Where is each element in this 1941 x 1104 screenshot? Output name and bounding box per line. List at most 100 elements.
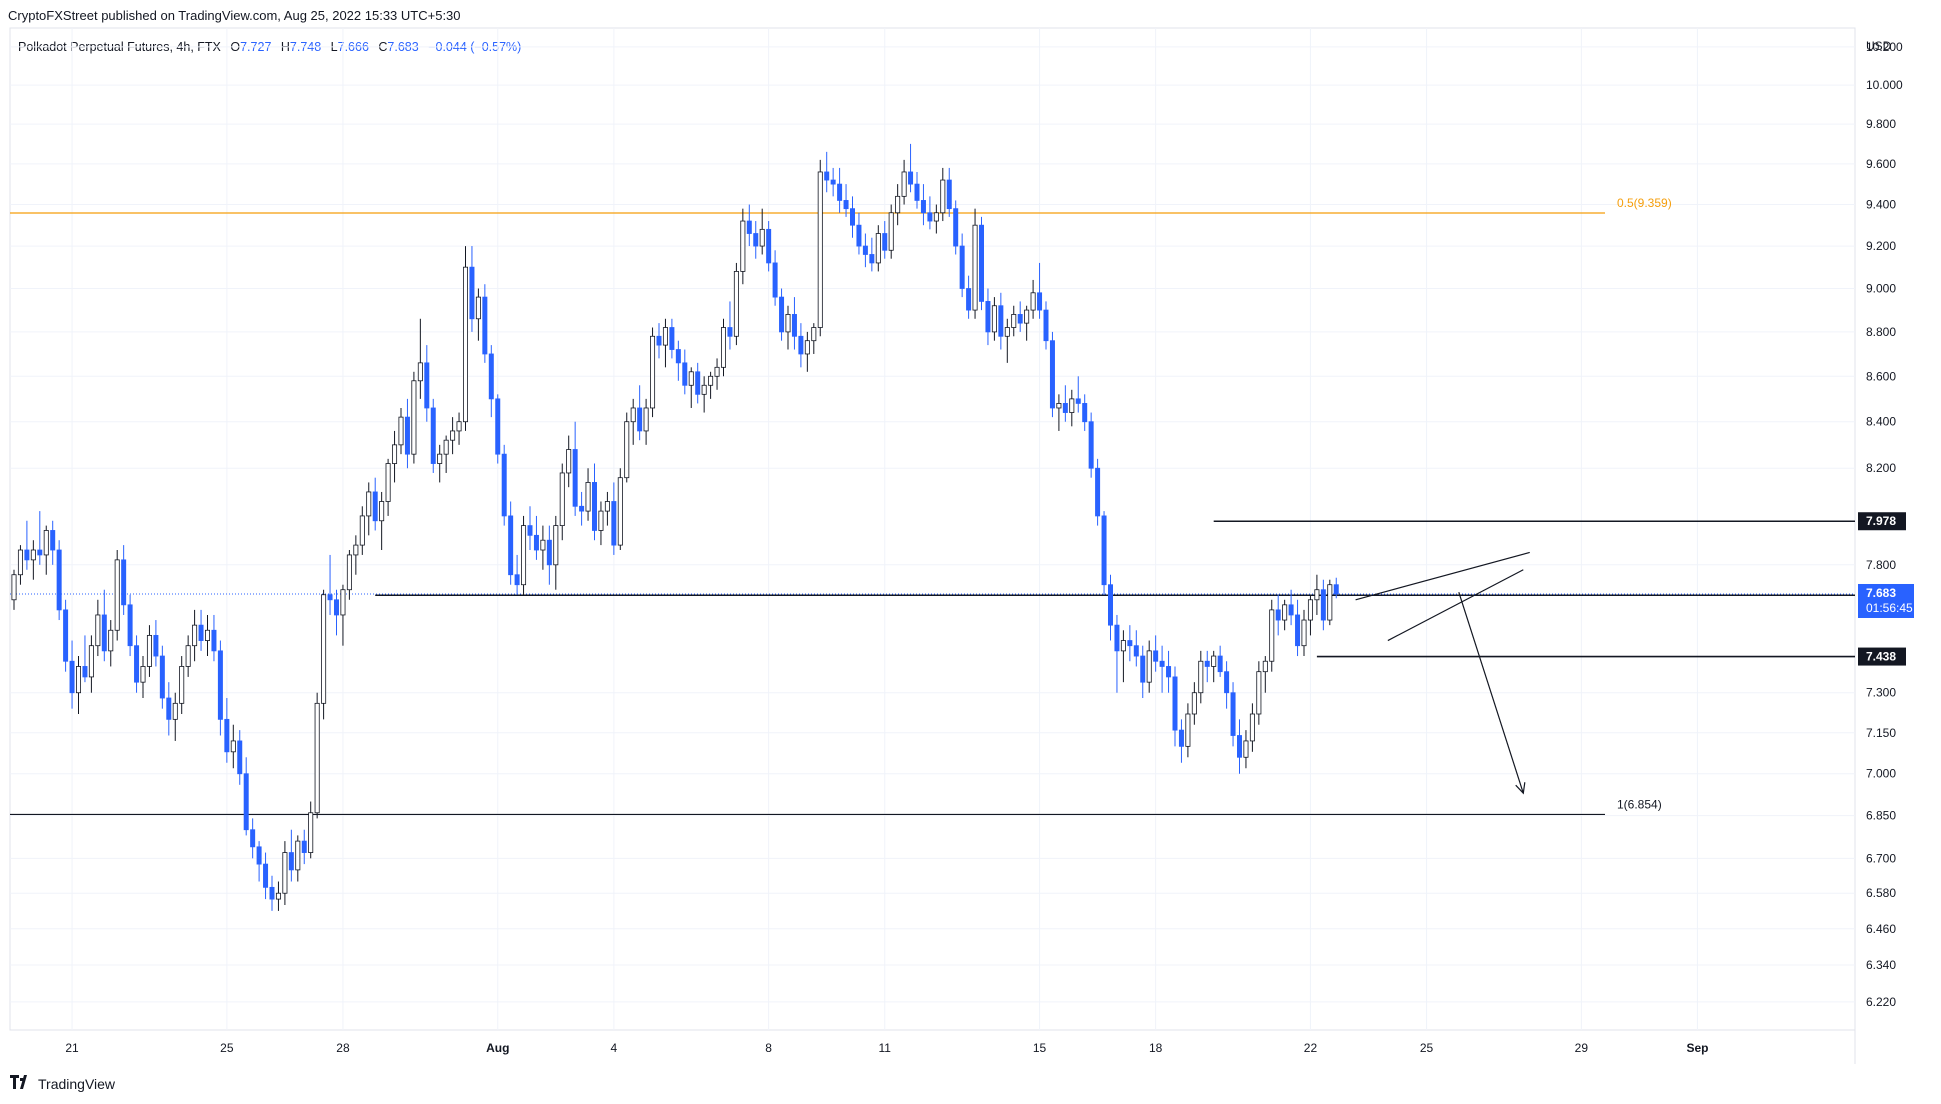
candle-body xyxy=(63,609,69,662)
level-price-text: 7.438 xyxy=(1866,650,1896,664)
y-tick-label: 6.340 xyxy=(1866,958,1896,972)
candle-body xyxy=(198,624,204,641)
candle-body xyxy=(30,549,36,561)
candle-body xyxy=(572,449,578,507)
candle-body xyxy=(185,645,191,667)
candle-body xyxy=(817,171,823,328)
candle-body xyxy=(308,812,314,853)
candle-body xyxy=(1133,645,1139,657)
candle-body xyxy=(153,634,159,657)
candle-body xyxy=(959,245,965,289)
y-tick-label: 9.600 xyxy=(1866,157,1896,171)
candle-body xyxy=(940,179,946,214)
y-tick-label: 8.600 xyxy=(1866,369,1896,383)
candle-body xyxy=(275,892,281,900)
candle-body xyxy=(604,501,610,512)
candle-body xyxy=(675,349,681,364)
candle-body xyxy=(843,200,849,210)
candle-body xyxy=(521,525,527,586)
candle-body xyxy=(966,288,972,311)
candle-body xyxy=(779,296,785,333)
candle-body xyxy=(1056,403,1062,409)
candle-body xyxy=(1237,735,1243,758)
candle-body xyxy=(482,296,488,355)
candle-body xyxy=(791,314,797,337)
candle-body xyxy=(746,220,752,234)
published-caption: CryptoFXStreet published on TradingView.… xyxy=(8,8,461,23)
time-axis: 21 25 28 Aug 4 8 11 15 18 22 25 29 Sep xyxy=(65,1041,1708,1055)
chart-grid xyxy=(9,27,1856,1064)
y-tick-label: 9.200 xyxy=(1866,239,1896,253)
y-tick-label: 9.800 xyxy=(1866,117,1896,131)
candle-body xyxy=(533,534,539,551)
candle-body xyxy=(1153,650,1159,662)
candle-body xyxy=(824,171,830,181)
candle-body xyxy=(920,200,926,214)
candle-body xyxy=(888,212,894,251)
candle-body xyxy=(1198,660,1204,694)
candle-body xyxy=(140,666,146,683)
candle-body xyxy=(50,530,56,551)
candle-body xyxy=(1101,515,1107,586)
candle-body xyxy=(69,660,75,694)
candle-body xyxy=(617,477,623,546)
candle-body xyxy=(17,549,23,576)
y-tick-label: 6.850 xyxy=(1866,809,1896,823)
forecast-arrow-shaft xyxy=(1458,592,1524,794)
candle-body xyxy=(1140,655,1146,683)
horizontal-lines: 0.5(9.359) 1(6.854) xyxy=(10,196,1855,816)
candle-body xyxy=(321,594,327,704)
candle-body xyxy=(1217,655,1223,673)
candle-body xyxy=(727,327,733,337)
candle-body xyxy=(766,228,772,264)
candle-body xyxy=(314,702,320,814)
footer-brand: TradingView xyxy=(38,1076,116,1092)
candle-body xyxy=(488,353,494,400)
candle-body xyxy=(701,384,707,395)
candle-body xyxy=(979,224,985,302)
candle-body xyxy=(333,599,339,616)
x-tick-label: 21 xyxy=(65,1041,79,1055)
candle-body xyxy=(411,380,417,455)
candle-body xyxy=(682,362,688,386)
x-tick-label: 25 xyxy=(1420,1041,1434,1055)
candle-body xyxy=(256,846,262,865)
candle-body xyxy=(1011,314,1017,328)
x-tick-label: Aug xyxy=(486,1041,509,1055)
y-tick-label: 6.700 xyxy=(1866,851,1896,865)
candle-body xyxy=(901,171,907,197)
candle-body xyxy=(1062,403,1068,413)
candle-body xyxy=(1204,660,1210,667)
candle-body xyxy=(1049,340,1055,409)
candle-body xyxy=(1172,676,1178,731)
candle-body xyxy=(1275,609,1281,621)
candle-body xyxy=(1211,655,1217,667)
candle-body xyxy=(288,852,294,871)
candle-body xyxy=(450,430,456,441)
candle-body xyxy=(179,666,185,704)
candle-body xyxy=(1043,309,1049,342)
x-tick-label: 25 xyxy=(220,1041,234,1055)
footer: TradingView xyxy=(10,1075,115,1093)
candle-body xyxy=(753,233,759,247)
candle-body xyxy=(224,718,230,753)
candle-body xyxy=(217,650,223,720)
candle-body xyxy=(933,212,939,222)
fib-level-label: 0.5(9.359) xyxy=(1617,196,1672,210)
candle-body xyxy=(637,407,643,432)
candle-body xyxy=(385,463,391,502)
candle-body xyxy=(88,645,94,678)
candle-body xyxy=(76,666,82,694)
x-tick-label: 29 xyxy=(1575,1041,1589,1055)
candle-body xyxy=(1314,589,1320,601)
candle-body xyxy=(1069,398,1075,413)
candle-body xyxy=(114,559,120,631)
candle-body xyxy=(392,444,398,464)
candle-body xyxy=(108,629,114,652)
candle-body xyxy=(740,220,746,272)
candle-body xyxy=(927,212,933,222)
candle-body xyxy=(985,301,991,333)
candle-body xyxy=(172,702,178,720)
y-tick-label: 9.400 xyxy=(1866,198,1896,212)
